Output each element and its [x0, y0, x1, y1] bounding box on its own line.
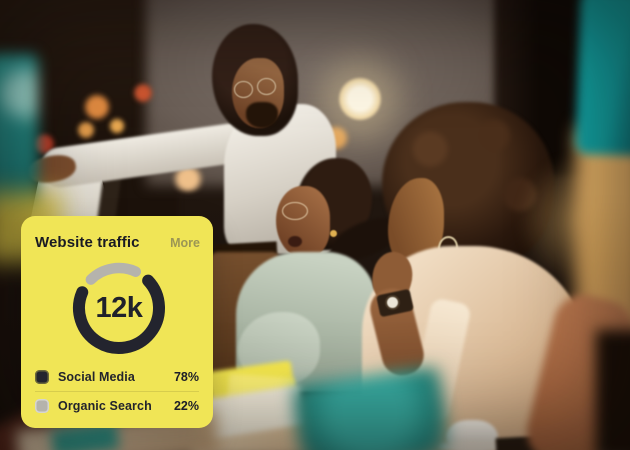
- man-glasses: [257, 78, 276, 95]
- woman-center-glasses: [282, 202, 308, 220]
- more-link[interactable]: More: [170, 236, 200, 250]
- wrist-watch-face: [385, 295, 400, 310]
- bokeh-light: [82, 92, 112, 122]
- legend-value: 22%: [173, 399, 199, 413]
- legend-value: 78%: [173, 370, 199, 384]
- bokeh-light: [76, 120, 96, 140]
- widget-title: Website traffic: [35, 234, 140, 251]
- hanging-light-bulb: [338, 76, 382, 122]
- legend-label: Organic Search: [58, 399, 152, 413]
- dark-corner-bottom-right: [596, 330, 630, 450]
- woman-center-earring: [330, 230, 337, 237]
- man-beard: [246, 102, 278, 128]
- legend-divider: [35, 391, 199, 392]
- man-glasses: [234, 81, 253, 98]
- legend-row-organic-search: Organic Search 22%: [35, 399, 199, 413]
- traffic-donut-chart: 12k: [65, 254, 173, 362]
- woman-center-face: [276, 186, 330, 258]
- website-traffic-widget: Website traffic More 12k Social Media 78…: [21, 216, 213, 428]
- blurred-teal-sticky-left: [0, 54, 38, 212]
- blurred-teal-sticky-top-right: [575, 0, 630, 157]
- donut-total-value: 12k: [95, 291, 143, 324]
- legend-label: Social Media: [58, 370, 135, 384]
- traffic-legend: Social Media 78% Organic Search 22%: [35, 366, 199, 414]
- bokeh-light: [132, 82, 154, 104]
- woman-center-mouth: [288, 236, 302, 247]
- bokeh-light: [108, 117, 126, 135]
- social-media-swatch-icon: [35, 370, 49, 384]
- donut-chart-svg: [73, 262, 165, 354]
- organic-search-swatch-icon: [35, 399, 49, 413]
- saucer: [438, 440, 508, 450]
- legend-row-social-media: Social Media 78%: [35, 370, 199, 384]
